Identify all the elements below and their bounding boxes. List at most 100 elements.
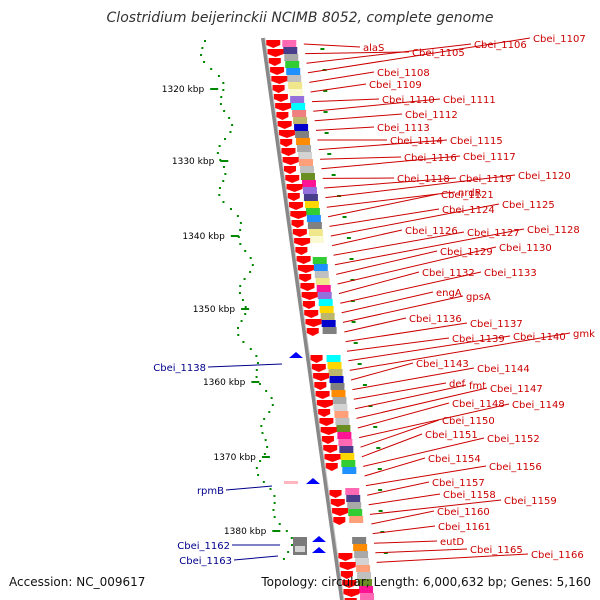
gc-dot	[259, 460, 262, 462]
forward-gene	[296, 256, 311, 264]
gene-label-forward: Cbei_1154	[428, 454, 481, 465]
label-leader-line	[336, 250, 438, 275]
gene-label-forward: Cbei_1129	[440, 247, 493, 258]
label-leader-line	[329, 208, 440, 227]
reverse-genes	[284, 352, 326, 555]
cog-block	[312, 257, 327, 264]
gc-dash	[373, 426, 378, 428]
gene-label-forward: eutD	[440, 537, 464, 548]
gc-dash	[327, 153, 332, 155]
gene-label-forward: Cbei_1109	[369, 80, 422, 91]
gc-dot	[255, 369, 258, 371]
cog-block	[307, 222, 322, 229]
gc-dot	[219, 103, 222, 105]
cog-block	[290, 96, 305, 103]
gc-dash	[383, 552, 388, 554]
label-leader-line	[305, 51, 410, 55]
cog-block	[313, 264, 328, 271]
gc-dot	[244, 313, 247, 315]
cog-block	[288, 82, 303, 89]
forward-gene	[272, 85, 285, 93]
gene-label-forward: Cbei_1161	[438, 522, 491, 533]
gene-label-forward: Cbei_1121	[441, 190, 494, 201]
label-leader-line	[337, 246, 497, 285]
label-leader-line	[320, 156, 402, 160]
gene-label-forward: Cbei_1119	[459, 174, 512, 185]
gene-label-forward: Cbei_1150	[442, 416, 495, 427]
cog-block	[333, 404, 348, 411]
cog-block	[318, 299, 333, 306]
forward-gene	[311, 364, 326, 372]
gc-dot	[222, 201, 225, 203]
label-leader-line	[356, 387, 488, 419]
cog-block	[341, 460, 356, 467]
label-leader-line	[318, 139, 448, 151]
gene-label-forward: Cbei_1165	[470, 545, 523, 556]
label-leader-line	[313, 98, 441, 112]
forward-gene	[314, 382, 327, 390]
gene-label-forward: Cbei_1159	[504, 496, 557, 507]
accession-text: Accession: NC_009617	[9, 575, 145, 589]
gene-label-forward: Cbei_1132	[422, 268, 475, 279]
cog-block	[317, 292, 332, 299]
label-leader-line	[309, 71, 375, 83]
cog-block	[301, 180, 316, 187]
kbp-label: 1370 kbp	[213, 453, 256, 463]
forward-gene	[291, 220, 304, 228]
gc-dash	[342, 216, 347, 218]
gc-dot	[201, 47, 204, 49]
forward-gene	[338, 553, 353, 561]
forward-gene	[267, 49, 284, 57]
gc-dot	[249, 257, 252, 259]
gene-label-forward: Cbei_1136	[409, 314, 462, 325]
gc-dot	[237, 327, 240, 329]
gene-label-forward: Cbei_1137	[470, 319, 523, 330]
label-leader-line	[369, 499, 502, 515]
label-leader-line	[361, 433, 423, 458]
gene-label-forward: Cbei_1127	[467, 228, 520, 239]
gc-dot	[222, 180, 225, 182]
gc-content-track	[200, 40, 388, 560]
forward-gene	[329, 490, 342, 498]
label-leader-line	[364, 457, 426, 477]
forward-gene	[266, 40, 281, 48]
gene-label-forward: Cbei_1166	[531, 550, 584, 561]
forward-gene	[287, 193, 300, 201]
gc-dot	[224, 173, 227, 175]
forward-gene	[320, 427, 337, 435]
label-leader-line	[345, 322, 468, 343]
gc-dot	[216, 152, 219, 154]
label-leader-line	[355, 384, 467, 410]
gc-dot	[260, 425, 263, 427]
label-leader-line	[340, 271, 482, 304]
gene-label-forward: Cbei_1149	[512, 400, 565, 411]
gc-dot	[222, 166, 225, 168]
cog-color-track	[282, 40, 375, 600]
gc-dot	[222, 89, 225, 91]
label-leader-line	[307, 37, 531, 74]
gc-dot	[287, 551, 290, 553]
forward-gene	[280, 139, 293, 147]
forward-gene	[290, 211, 307, 219]
gene-label-forward: Cbei_1148	[452, 399, 505, 410]
cog-block	[289, 89, 304, 96]
gc-dot	[240, 320, 243, 322]
forward-gene	[282, 157, 299, 165]
cog-block	[319, 306, 334, 313]
label-leader-line	[363, 437, 485, 467]
cog-block	[306, 215, 321, 222]
cog-block	[355, 558, 370, 565]
gene-label-forward: Cbei_1113	[377, 123, 430, 134]
cog-block	[322, 327, 337, 334]
label-leader-line	[321, 155, 461, 170]
gc-dot	[220, 96, 223, 98]
gc-dash	[362, 384, 367, 386]
cog-block	[314, 271, 329, 278]
gene-label-forward: Cbei_1112	[405, 110, 458, 121]
gc-dash	[324, 132, 329, 134]
gc-dot	[241, 299, 244, 301]
forward-gene	[301, 292, 318, 300]
cog-block	[291, 103, 306, 110]
gene-label-forward: Cbei_1124	[442, 205, 495, 216]
gc-dot	[218, 194, 221, 196]
